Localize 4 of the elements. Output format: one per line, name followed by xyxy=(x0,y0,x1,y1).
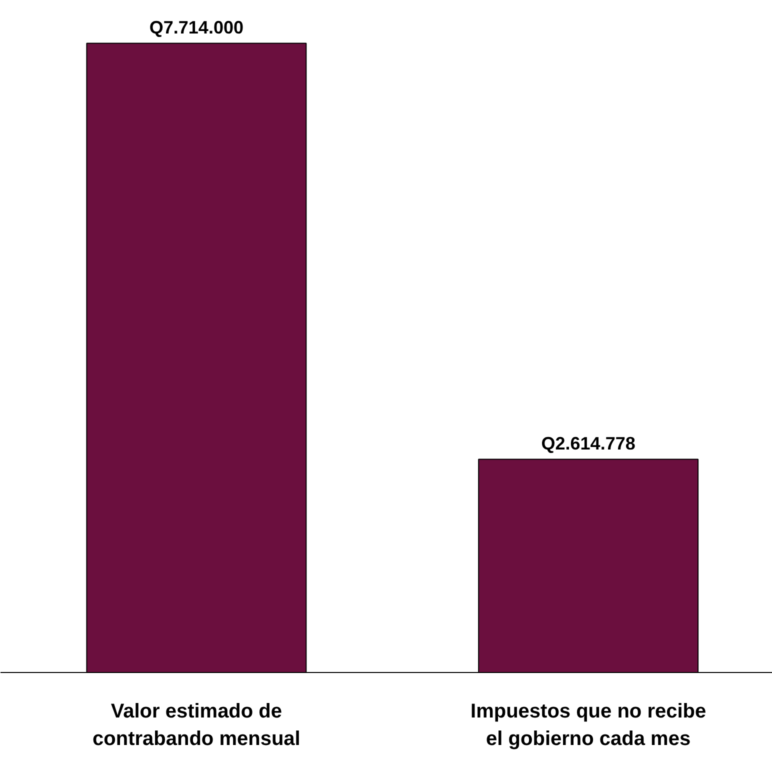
x-tick-label: Valor estimado de contrabando mensual xyxy=(92,700,300,750)
data-label: Q2.614.778 xyxy=(541,433,636,454)
data-label: Q7.714.000 xyxy=(149,17,244,38)
x-tick-label: Impuestos que no recibe el gobierno cada mes xyxy=(470,700,706,750)
